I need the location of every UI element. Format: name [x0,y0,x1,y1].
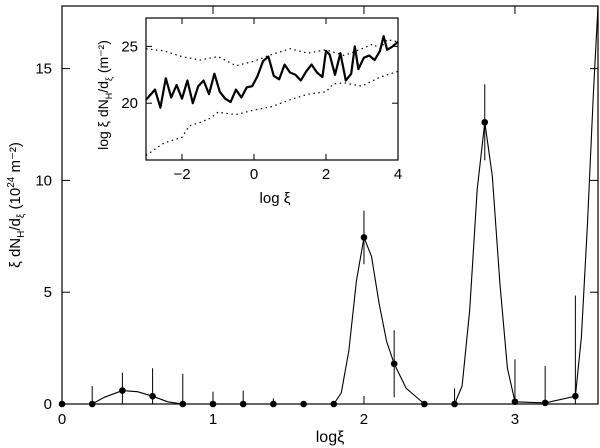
main-spectrum-curve [62,5,599,405]
inset-dotted-bound [145,38,399,67]
inset-x-tick-label: −2 [173,166,190,183]
inset-plot: −2 0 2 4 20 25 log ξ log ξ dNH/dξ (m⁻²) [95,17,402,207]
main-data-point [119,387,126,394]
main-data-point [390,360,398,368]
main-data-point [541,399,549,407]
main-data-point [572,392,579,400]
main-data-point [239,400,247,408]
main-x-tick-label: 3 [511,411,519,428]
main-data-point [481,118,489,126]
inset-y-axis-label: log ξ dNH/dξ (m⁻²) [95,40,114,150]
inset-plot-frame [145,17,399,161]
main-data-point [88,400,96,408]
inset-series-group [145,35,399,156]
main-data-point [149,392,156,400]
main-data-points [58,118,579,408]
main-x-tick-label: 1 [209,411,217,428]
main-data-point [179,400,187,408]
main-x-axis-label: logξ [316,429,345,446]
main-plot: 0 1 2 3 0 5 10 15 logξ ξ dNH/dξ (1024 m⁻²) [6,5,599,446]
main-y-axis-label: ξ dNH/dξ (1024 m⁻²) [6,142,27,268]
inset-y-tick-label: 25 [121,38,138,55]
main-y-tick-label: 15 [35,61,52,78]
inset-y-tick-label: 20 [121,95,138,112]
main-data-point [451,400,458,408]
main-axis-ticks: 0 1 2 3 0 5 10 15 [35,6,598,428]
inset-x-tick-label: 2 [322,166,330,183]
inset-axis-ticks: −2 0 2 4 20 25 [121,18,402,183]
main-data-point [270,400,277,408]
main-y-tick-label: 0 [44,396,52,413]
main-x-tick-label: 2 [360,411,368,428]
main-x-tick-label: 0 [58,411,66,428]
main-data-point [421,400,428,408]
inset-x-axis-label: log ξ [260,190,291,207]
main-data-point [300,400,307,408]
inset-x-tick-label: 4 [394,166,402,183]
main-y-tick-label: 10 [35,172,52,189]
inset-x-tick-label: 0 [250,166,258,183]
main-data-point [360,234,368,241]
main-data-point [330,400,338,408]
main-y-tick-label: 5 [44,284,52,301]
inset-background [146,18,398,160]
inset-solid-series [145,35,399,109]
